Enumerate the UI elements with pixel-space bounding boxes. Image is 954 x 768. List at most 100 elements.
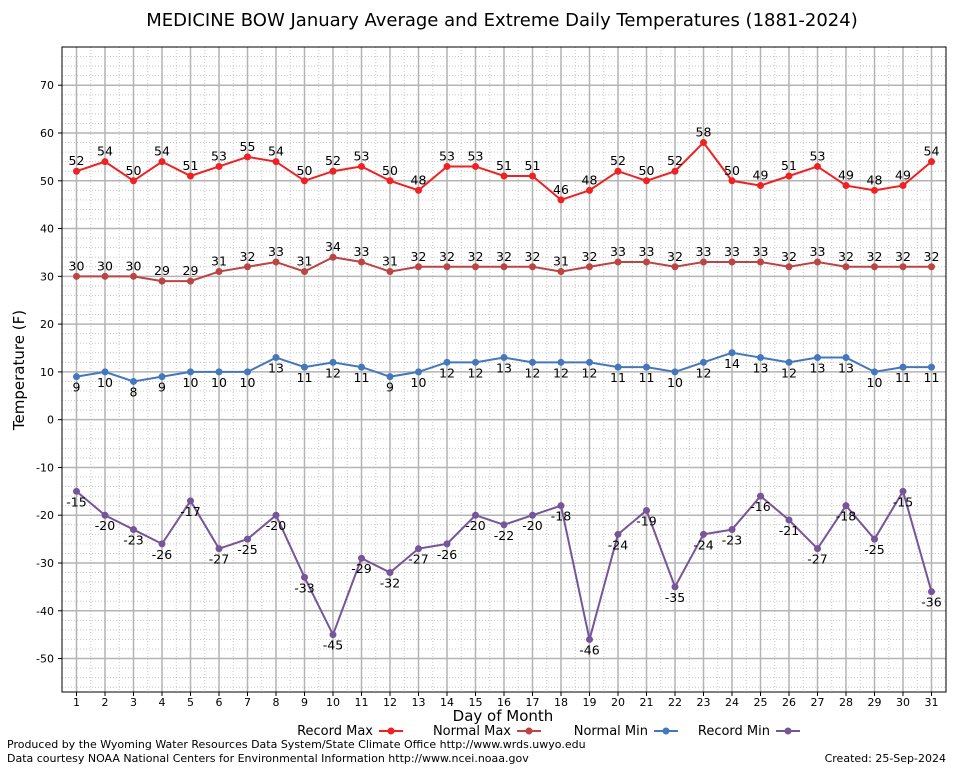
normal-max-data-label: 32 xyxy=(240,249,256,264)
legend-label-record-max: Record Max xyxy=(297,724,373,739)
record-min-point xyxy=(472,511,479,519)
normal-min-data-label: 10 xyxy=(183,375,199,390)
normal-max-data-label: 32 xyxy=(439,249,455,264)
y-tick-label: 50 xyxy=(40,175,54,188)
normal-min-data-label: 10 xyxy=(867,375,883,390)
record-max-point xyxy=(557,196,565,204)
y-tick-label: -10 xyxy=(36,461,54,474)
record-min-point xyxy=(358,554,365,562)
x-tick-label: 21 xyxy=(640,696,654,709)
x-tick-label: 2 xyxy=(102,696,109,709)
record-min-data-label: -18 xyxy=(551,509,571,524)
x-tick-label: 27 xyxy=(811,696,825,709)
record-min-data-label: -18 xyxy=(836,509,856,524)
normal-min-data-label: 10 xyxy=(211,375,227,390)
record-min-point xyxy=(871,535,878,543)
record-max-point xyxy=(415,186,422,194)
normal-max-point xyxy=(329,253,337,261)
normal-max-point xyxy=(415,263,422,271)
normal-min-point xyxy=(158,373,166,381)
x-tick-label: 5 xyxy=(187,696,194,709)
record-max-point xyxy=(73,167,80,175)
footer-created-date: Created: 25-Sep-2024 xyxy=(825,752,946,765)
record-max-point xyxy=(757,182,764,190)
record-max-data-label: 49 xyxy=(895,168,911,183)
normal-min-point xyxy=(928,363,935,371)
y-axis-ticks: 70 60 50 40 30 20 10 0 -10 -20 -30 -40 -50 xyxy=(36,79,62,666)
x-tick-label: 15 xyxy=(469,696,483,709)
legend: Record Max Normal Max Normal Min Record Min xyxy=(297,724,800,739)
normal-min-data-label: 11 xyxy=(639,370,655,385)
normal-min-data-label: 8 xyxy=(130,384,138,399)
normal-min-point xyxy=(500,354,508,362)
normal-min-point xyxy=(472,358,479,366)
x-tick-label: 6 xyxy=(216,696,223,709)
normal-min-data-label: 9 xyxy=(158,380,166,395)
record-min-data-label: -16 xyxy=(750,499,770,514)
record-max-point xyxy=(244,153,251,161)
record-min-point xyxy=(443,540,451,548)
normal-min-data-label: 12 xyxy=(525,365,541,380)
record-max-data-label: 53 xyxy=(354,148,370,163)
x-tick-label: 20 xyxy=(611,696,625,709)
record-max-point xyxy=(272,158,280,166)
x-tick-label: 1 xyxy=(73,696,80,709)
record-max-point xyxy=(899,182,907,190)
normal-min-point xyxy=(529,358,536,366)
record-max-data-label: 52 xyxy=(69,153,85,168)
record-min-data-label: -25 xyxy=(864,542,884,557)
record-max-point xyxy=(386,177,394,185)
record-min-point xyxy=(643,506,650,514)
normal-min-data-label: 12 xyxy=(781,365,797,380)
record-max-data-label: 53 xyxy=(439,148,455,163)
record-max-data-label: 51 xyxy=(781,158,797,173)
normal-max-point xyxy=(301,268,308,276)
normal-min-point xyxy=(728,349,736,357)
normal-min-data-label: 12 xyxy=(439,365,455,380)
normal-max-point xyxy=(757,258,764,266)
record-max-data-label: 53 xyxy=(211,148,227,163)
y-tick-label: 20 xyxy=(40,318,54,331)
record-max-data-label: 53 xyxy=(468,148,484,163)
record-min-point xyxy=(529,511,536,519)
normal-max-point xyxy=(671,263,679,271)
normal-min-data-label: 11 xyxy=(924,370,940,385)
normal-min-point xyxy=(557,358,565,366)
record-max-data-label: 50 xyxy=(126,163,142,178)
normal-min-point xyxy=(215,368,223,376)
normal-min-point xyxy=(671,368,679,376)
record-min-point xyxy=(415,545,422,553)
normal-min-point xyxy=(814,354,821,362)
x-axis-label: Day of Month xyxy=(453,707,554,725)
normal-min-point xyxy=(244,368,251,376)
x-tick-label: 7 xyxy=(244,696,251,709)
record-min-data-label: -46 xyxy=(579,642,599,657)
x-tick-label: 13 xyxy=(412,696,426,709)
record-min-data-label: -19 xyxy=(636,513,656,528)
normal-max-data-label: 33 xyxy=(696,244,712,259)
normal-min-point xyxy=(130,377,137,385)
record-max-point xyxy=(586,186,593,194)
series-normal-min: 9 10 8 9 10 10 10 13 11 12 11 9 10 12 12 13 12 12 12 11 11 10… xyxy=(73,349,940,399)
record-min-point xyxy=(671,583,679,591)
normal-max-data-label: 30 xyxy=(126,258,142,273)
legend-marker-normal-max xyxy=(525,727,533,735)
normal-max-data-label: 33 xyxy=(724,244,740,259)
record-max-point xyxy=(472,162,479,170)
normal-min-point xyxy=(272,354,280,362)
record-max-data-label: 50 xyxy=(724,163,740,178)
record-min-data-label: -24 xyxy=(608,537,628,552)
x-tick-label: 28 xyxy=(839,696,853,709)
normal-max-point xyxy=(472,263,479,271)
normal-min-point xyxy=(842,354,850,362)
x-tick-label: 19 xyxy=(583,696,597,709)
record-min-point xyxy=(272,511,280,519)
record-min-point xyxy=(614,530,622,538)
record-max-data-label: 51 xyxy=(525,158,541,173)
record-min-data-label: -23 xyxy=(722,533,742,548)
normal-max-data-label: 32 xyxy=(667,249,683,264)
x-tick-label: 16 xyxy=(497,696,511,709)
normal-max-data-label: 32 xyxy=(895,249,911,264)
normal-max-data-label: 29 xyxy=(183,263,199,278)
normal-max-data-label: 30 xyxy=(97,258,113,273)
